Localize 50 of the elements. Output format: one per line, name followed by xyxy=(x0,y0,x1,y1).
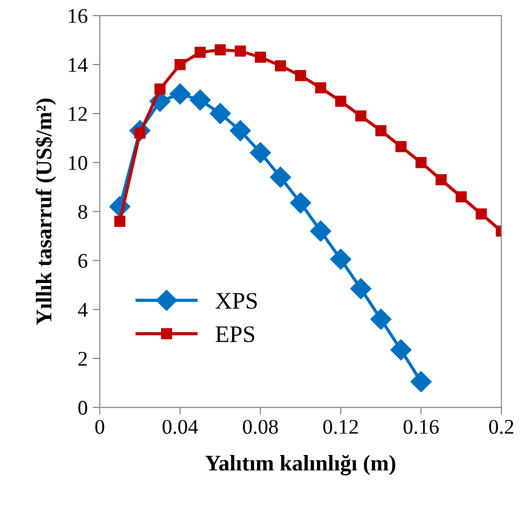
point xyxy=(174,58,186,70)
y-tick-label: 14 xyxy=(68,58,88,72)
point xyxy=(355,110,366,122)
y-tick-label: 12 xyxy=(68,106,87,121)
x-tick-label: 0 xyxy=(95,420,104,434)
point xyxy=(214,44,226,56)
point xyxy=(250,142,271,164)
point xyxy=(456,191,467,202)
point xyxy=(114,216,126,227)
y-tick-label: 10 xyxy=(68,156,88,170)
point xyxy=(274,60,286,72)
y-tick-label: 2 xyxy=(78,352,87,366)
x-tick-label: 0.04 xyxy=(162,420,198,434)
point xyxy=(170,83,191,104)
point xyxy=(230,120,251,142)
point xyxy=(270,166,291,188)
x-tick-label: 0.16 xyxy=(404,420,439,434)
point xyxy=(194,46,206,58)
point xyxy=(154,83,166,95)
point xyxy=(254,52,266,63)
point xyxy=(290,192,312,214)
y-axis-title: Yıllık tasarruf (US$/m²) xyxy=(35,98,56,325)
point xyxy=(395,141,407,152)
y-tick-label: 8 xyxy=(78,204,88,219)
point xyxy=(415,156,427,168)
point xyxy=(375,125,386,136)
point xyxy=(190,90,211,111)
point xyxy=(310,220,332,242)
point xyxy=(410,371,432,392)
legend-label: EPS xyxy=(216,326,254,342)
point xyxy=(234,46,246,57)
x-tick-label: 0.2 xyxy=(489,420,514,434)
point xyxy=(335,96,346,107)
y-tick-label: 4 xyxy=(78,302,88,317)
y-tick-label: 16 xyxy=(68,9,88,24)
point xyxy=(295,70,306,82)
point xyxy=(370,308,392,330)
point xyxy=(210,103,231,124)
point xyxy=(390,339,412,360)
y-tick-label: 0 xyxy=(78,400,88,415)
point xyxy=(436,174,447,186)
point xyxy=(315,82,326,94)
x-tick-label: 0.08 xyxy=(242,420,278,434)
point xyxy=(476,208,487,220)
y-tick-label: 6 xyxy=(78,254,88,268)
legend-label: XPS xyxy=(216,292,257,309)
x-axis-title: Yalıtım kalınlığı (m) xyxy=(205,454,396,476)
point xyxy=(350,278,372,300)
point xyxy=(330,248,352,270)
x-tick-label: 0.12 xyxy=(323,420,358,434)
